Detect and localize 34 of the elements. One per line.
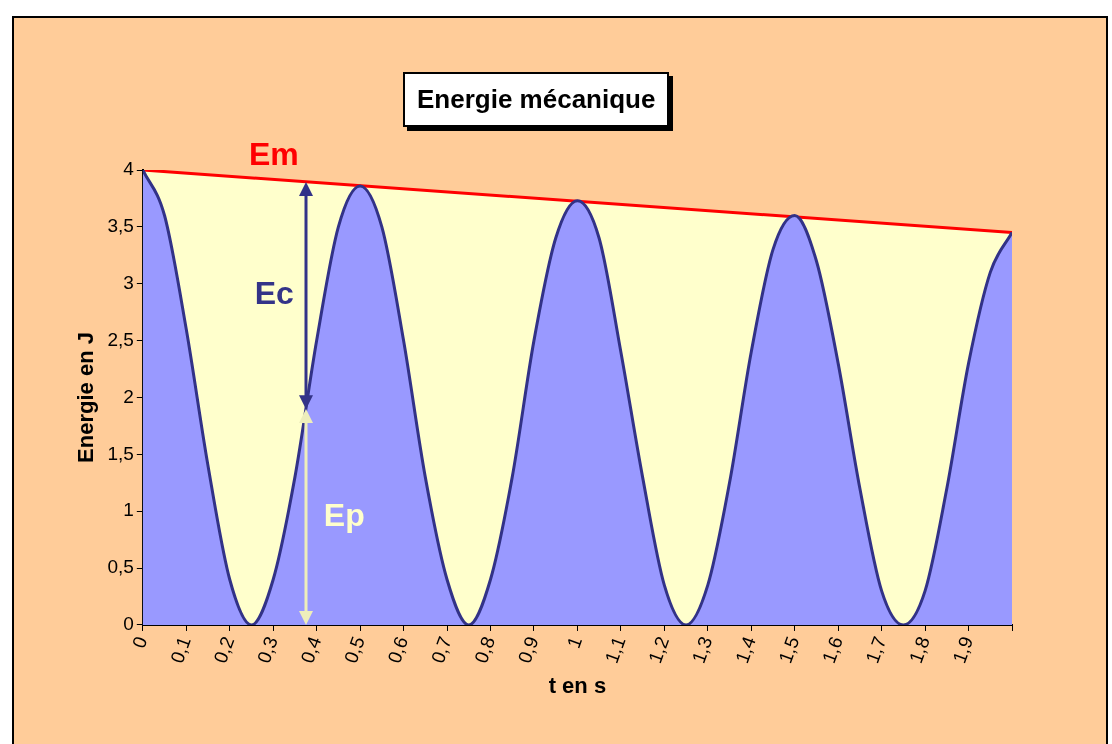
x-tick-label: 0,7 bbox=[426, 633, 456, 666]
y-tick-label: 3,5 bbox=[107, 215, 134, 237]
annotation: Ec bbox=[254, 275, 294, 312]
y-tick-label: 4 bbox=[123, 158, 135, 180]
y-tick-label: 3 bbox=[123, 271, 134, 293]
x-tick-label: 1,5 bbox=[774, 633, 804, 666]
x-tick-label: 1,2 bbox=[644, 633, 673, 666]
x-tick-label: 1,3 bbox=[687, 633, 717, 666]
y-tick-label: 0,5 bbox=[107, 556, 134, 578]
x-tick-label: 0,1 bbox=[166, 633, 195, 666]
x-tick-label: 0,9 bbox=[513, 633, 543, 666]
x-tick-label: 1,9 bbox=[948, 633, 978, 666]
x-tick-label: 1,1 bbox=[600, 633, 630, 666]
x-tick-label: 1 bbox=[562, 633, 587, 651]
x-tick-label: 1,6 bbox=[818, 633, 847, 666]
series-label: Em bbox=[248, 135, 299, 172]
x-tick-label: 1,7 bbox=[861, 633, 891, 666]
y-axis-title: Energie en J bbox=[73, 332, 99, 463]
x-tick-label: 0,8 bbox=[470, 633, 500, 666]
x-tick-label: 0,2 bbox=[209, 633, 239, 666]
series-label: Ep bbox=[323, 496, 365, 533]
y-tick-label: 2,5 bbox=[107, 328, 134, 350]
x-axis-title: t en s bbox=[548, 672, 607, 698]
y-tick-label: 1 bbox=[123, 499, 134, 521]
x-tick-label: 0,6 bbox=[383, 633, 413, 666]
x-tick-label: 1,8 bbox=[904, 633, 934, 666]
chart-title: Energie mécanique bbox=[403, 72, 670, 127]
x-tick-label: 0,4 bbox=[296, 633, 326, 666]
x-tick-label: 0,5 bbox=[340, 633, 369, 666]
x-tick-label: 0,3 bbox=[253, 633, 282, 666]
y-tick-label: 0 bbox=[123, 613, 134, 635]
y-tick-label: 2 bbox=[123, 385, 134, 407]
x-tick-label: 1,4 bbox=[731, 633, 761, 666]
y-tick-label: 1,5 bbox=[107, 442, 134, 464]
